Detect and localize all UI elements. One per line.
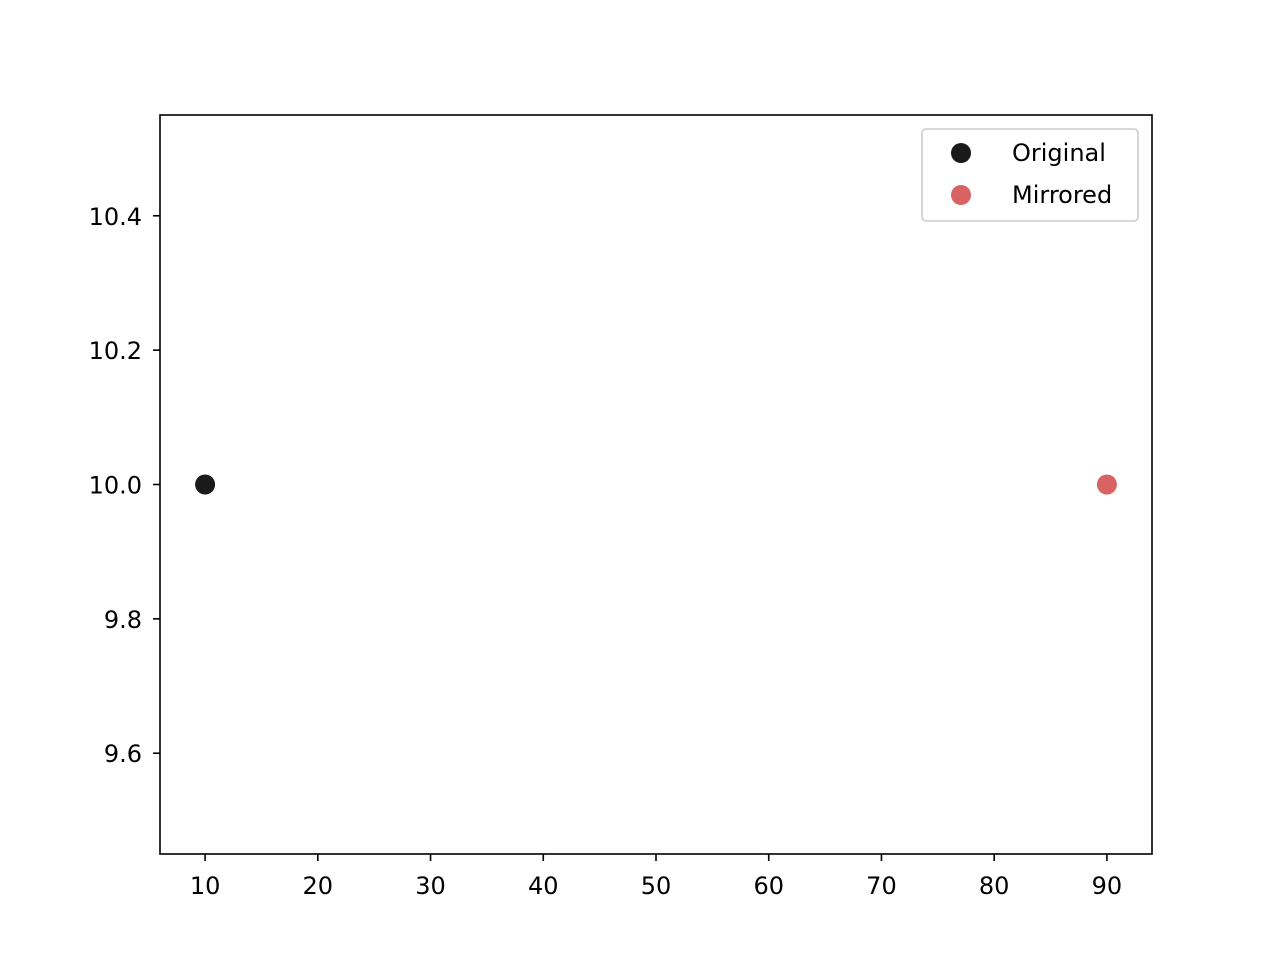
x-tick-label: 80 xyxy=(979,872,1010,900)
data-point-mirrored xyxy=(1096,474,1117,495)
y-tick-label: 9.8 xyxy=(104,606,142,634)
legend-marker-original xyxy=(951,143,971,163)
x-tick-label: 70 xyxy=(866,872,897,900)
plot-layer xyxy=(195,474,1117,495)
legend: Original Mirrored xyxy=(921,128,1139,222)
legend-label-original: Original xyxy=(1012,139,1106,167)
legend-marker-mirrored xyxy=(951,185,971,205)
y-tick-label: 10.0 xyxy=(89,472,142,500)
x-tick-label: 10 xyxy=(190,872,221,900)
legend-label-mirrored: Mirrored xyxy=(1012,181,1112,209)
axes-layer: 10 20 30 40 50 60 70 80 90 9.6 9.8 10.0 10.2 10.4 xyxy=(89,114,1153,900)
x-tick-label: 20 xyxy=(303,872,334,900)
y-tick-label: 9.6 xyxy=(104,740,142,768)
data-point-original xyxy=(195,474,216,495)
x-tick-label: 40 xyxy=(528,872,559,900)
x-tick-label: 30 xyxy=(415,872,446,900)
legend-box xyxy=(921,128,1139,222)
x-tick-label: 60 xyxy=(753,872,784,900)
x-tick-label: 90 xyxy=(1092,872,1123,900)
y-tick-label: 10.4 xyxy=(89,203,142,231)
y-tick-label: 10.2 xyxy=(89,337,142,365)
x-tick-label: 50 xyxy=(641,872,672,900)
